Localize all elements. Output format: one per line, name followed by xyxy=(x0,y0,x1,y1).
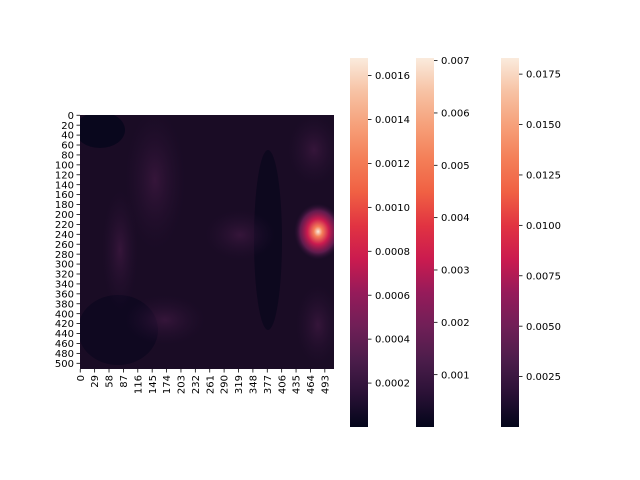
colorbar-gradient xyxy=(350,58,368,427)
x-tick-label: 174 xyxy=(162,375,173,394)
y-tick-label: 280 xyxy=(55,250,74,261)
y-tick-label: 60 xyxy=(61,141,74,152)
y-tick-label: 420 xyxy=(55,319,74,330)
y-tick-label: 300 xyxy=(55,260,74,271)
colorbar-tick-label: 0.006 xyxy=(441,109,470,120)
x-tick-label: 261 xyxy=(205,375,216,394)
y-tick-label: 240 xyxy=(55,230,74,241)
colorbar-tick-label: 0.004 xyxy=(441,213,470,224)
y-tick-label: 260 xyxy=(55,240,74,251)
colorbar-gradient xyxy=(416,58,434,427)
y-tick-label: 120 xyxy=(55,170,74,181)
colorbar-tick-label: 0.0025 xyxy=(526,372,561,383)
colorbar-tick-label: 0.0002 xyxy=(375,379,410,390)
colorbar-2: 0.001 0.002 0.003 0.004 0.005 0.006 0.007 xyxy=(416,56,470,427)
colorbar-gradient xyxy=(501,58,519,427)
x-tick-label: 29 xyxy=(90,375,101,388)
x-axis: 0 29 58 87 116 145 174 203 232 261 290 319 348 377 406… xyxy=(76,369,331,394)
x-tick-label: 203 xyxy=(177,375,188,394)
colorbar-tick-label: 0.0150 xyxy=(526,120,561,131)
y-tick-label: 160 xyxy=(55,190,74,201)
y-tick-label: 40 xyxy=(61,131,74,142)
colorbar-tick-label: 0.0016 xyxy=(375,71,410,82)
y-tick-label: 20 xyxy=(61,121,74,132)
x-tick-label: 145 xyxy=(148,375,159,394)
y-tick-label: 0 xyxy=(68,111,74,122)
y-tick-label: 80 xyxy=(61,151,74,162)
y-tick-label: 140 xyxy=(55,180,74,191)
y-axis: 0204060801001201401601802002202402602803… xyxy=(55,111,80,370)
heatmap-texture xyxy=(80,115,334,365)
y-tick-label: 360 xyxy=(55,289,74,300)
colorbar-1: 0.0002 0.0004 0.0006 0.0008 0.0010 0.0012 0.00… xyxy=(350,58,410,427)
y-tick-label: 180 xyxy=(55,200,74,211)
colorbar-tick-label: 0.0100 xyxy=(526,221,561,232)
y-tick-label: 200 xyxy=(55,210,74,221)
x-tick-label: 232 xyxy=(191,375,202,394)
y-tick-label: 480 xyxy=(55,349,74,360)
y-tick-label: 500 xyxy=(55,359,74,370)
colorbar-tick-label: 0.0014 xyxy=(375,115,410,126)
colorbar-tick-label: 0.003 xyxy=(441,266,470,277)
x-tick-label: 58 xyxy=(105,375,116,388)
colorbar-tick-label: 0.007 xyxy=(441,56,470,67)
colorbar-tick-label: 0.0075 xyxy=(526,271,561,282)
y-tick-label: 440 xyxy=(55,329,74,340)
x-tick-label: 0 xyxy=(76,375,87,381)
x-tick-label: 87 xyxy=(119,375,130,388)
colorbar-3: 0.0025 0.0050 0.0075 0.0100 0.0125 0.0150 0.01… xyxy=(501,58,561,427)
x-tick-label: 464 xyxy=(306,375,317,394)
x-tick-label: 348 xyxy=(248,375,259,394)
x-tick-label: 493 xyxy=(320,375,331,394)
y-tick-label: 460 xyxy=(55,339,74,350)
colorbar-tick-label: 0.002 xyxy=(441,318,470,329)
colorbars: 0.0002 0.0004 0.0006 0.0008 0.0010 0.0012 0.00… xyxy=(350,56,561,427)
colorbar-tick-label: 0.0050 xyxy=(526,322,561,333)
colorbar-tick-label: 0.0012 xyxy=(375,159,410,170)
colorbar-tick-label: 0.0004 xyxy=(375,335,410,346)
y-tick-label: 320 xyxy=(55,270,74,281)
y-tick-label: 340 xyxy=(55,280,74,291)
y-tick-label: 400 xyxy=(55,309,74,320)
colorbar-tick-label: 0.0175 xyxy=(526,70,561,81)
x-tick-label: 319 xyxy=(234,375,245,394)
colorbar-tick-label: 0.001 xyxy=(441,370,470,381)
x-tick-label: 435 xyxy=(292,375,303,394)
heatmap-plot-area xyxy=(80,115,334,369)
colorbar-tick-label: 0.0006 xyxy=(375,291,410,302)
y-tick-label: 100 xyxy=(55,160,74,171)
colorbar-tick-label: 0.005 xyxy=(441,161,470,172)
x-tick-label: 377 xyxy=(263,375,274,394)
colorbar-tick-label: 0.0010 xyxy=(375,203,410,214)
heatmap-hotspot xyxy=(294,203,334,260)
colorbar-tick-label: 0.0008 xyxy=(375,247,410,258)
y-tick-label: 220 xyxy=(55,220,74,231)
colorbar-tick-label: 0.0125 xyxy=(526,171,561,182)
x-tick-label: 406 xyxy=(277,375,288,394)
y-tick-label: 380 xyxy=(55,299,74,310)
x-tick-label: 290 xyxy=(220,375,231,394)
x-tick-label: 116 xyxy=(133,375,144,394)
